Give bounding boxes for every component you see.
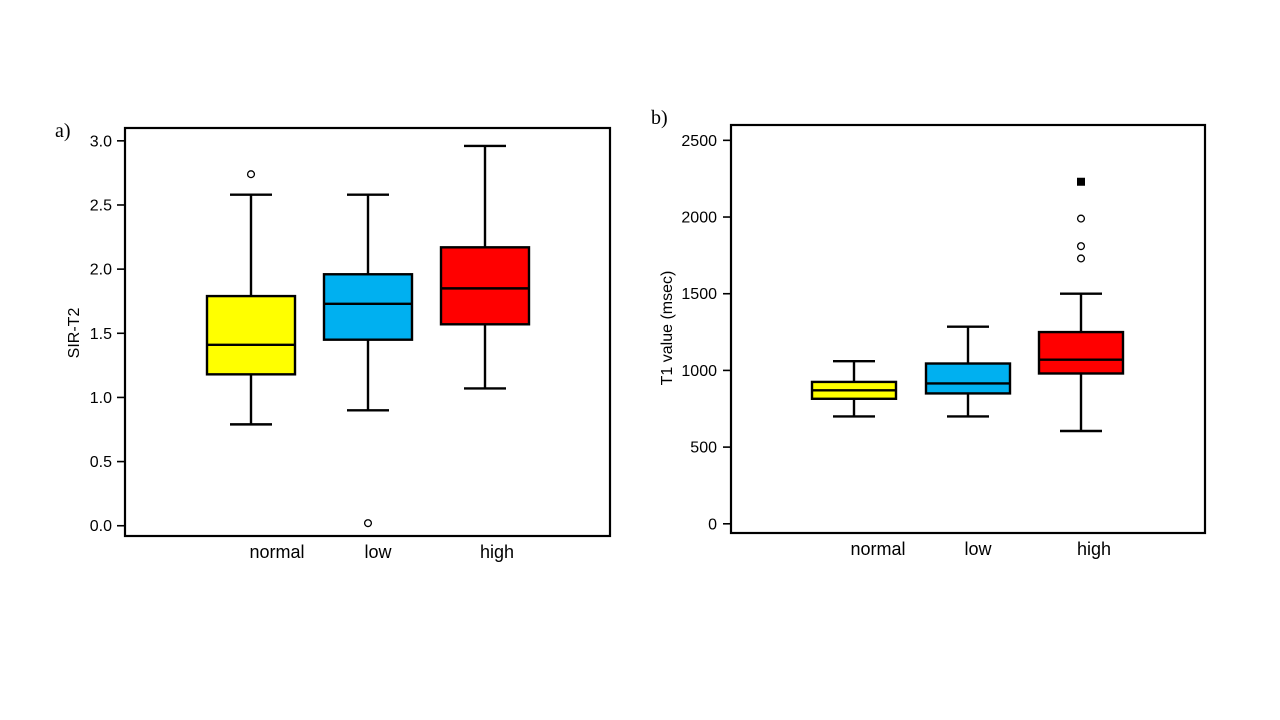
y-tick-label: 1.5	[90, 326, 112, 343]
y-tick-label: 1500	[681, 286, 717, 303]
box-high	[1037, 177, 1125, 433]
y-tick-label: 1000	[681, 363, 717, 380]
iqr-box	[1037, 330, 1125, 375]
iqr-box	[205, 294, 297, 376]
category-label-low: low	[364, 542, 392, 562]
panel-a-y-ticks: 0.0 0.5 1.0 1.5 2.0 2.5 3.0	[90, 133, 125, 535]
box-normal	[810, 360, 898, 418]
category-label-high: high	[1077, 539, 1111, 559]
panel-b-y-ticks: 0 500 1000 1500 2000 2500	[681, 133, 731, 533]
panel-a-plot-frame	[123, 126, 612, 538]
category-label-normal: normal	[249, 542, 304, 562]
y-tick-label: 1.0	[90, 390, 112, 407]
y-tick-label: 2.5	[90, 197, 112, 214]
panel-b-tag: b)	[651, 107, 668, 129]
panel-b: b) T1 value (msec) 05001000150020002500 …	[651, 107, 1207, 559]
iqr-box	[924, 362, 1012, 395]
y-tick-label: 2500	[681, 133, 717, 150]
box-normal	[205, 170, 297, 426]
panel-b-y-axis-title: T1 value (msec)	[659, 271, 676, 386]
box-low	[322, 193, 414, 528]
outlier-point	[1076, 214, 1086, 223]
panel-a-y-axis-title: SIR-T2	[66, 308, 83, 359]
box-high	[439, 144, 531, 390]
outlier-point	[246, 170, 256, 179]
category-label-low: low	[964, 539, 992, 559]
outlier-point	[1076, 254, 1086, 263]
box-low	[924, 325, 1012, 418]
panel-a: a) SIR-T2 0.0 0.5 1.0 1.5 2.0 2.5 3.0 normal lo…	[55, 120, 612, 562]
panel-a-category-labels: normal low high	[249, 542, 514, 562]
y-tick-label: 2.0	[90, 262, 112, 279]
y-tick-label: 0.5	[90, 454, 112, 471]
category-label-normal: normal	[850, 539, 905, 559]
outlier-point	[1076, 242, 1086, 251]
y-tick-label: 500	[690, 440, 717, 457]
y-tick-label: 0.0	[90, 518, 112, 535]
panel-b-category-labels: normal low high	[850, 539, 1111, 559]
panel-b-boxes	[810, 177, 1125, 433]
y-tick-label: 3.0	[90, 133, 112, 150]
panel-b-plot-frame	[729, 123, 1207, 535]
panel-a-tag: a)	[55, 120, 71, 142]
category-label-high: high	[480, 542, 514, 562]
far-outlier-point	[1077, 177, 1085, 186]
iqr-box	[322, 273, 414, 341]
panel-a-boxes	[205, 144, 531, 528]
outlier-point	[363, 519, 373, 528]
iqr-box	[439, 246, 531, 326]
y-tick-label: 0	[708, 516, 717, 533]
y-tick-label: 2000	[681, 210, 717, 227]
